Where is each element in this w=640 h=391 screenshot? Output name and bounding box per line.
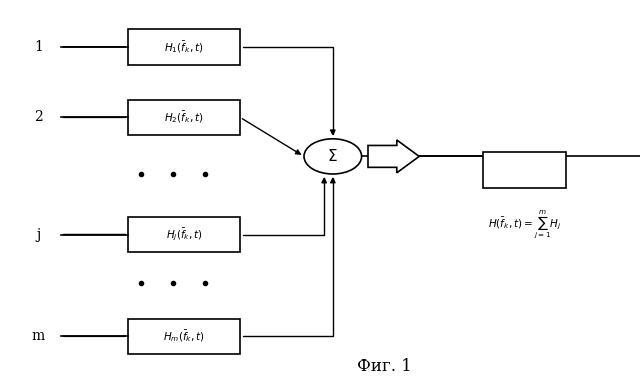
Text: $H_2(\bar{f}_k, t)$: $H_2(\bar{f}_k, t)$ [164, 109, 204, 125]
Text: $H_j(\bar{f}_k, t)$: $H_j(\bar{f}_k, t)$ [166, 226, 202, 243]
FancyBboxPatch shape [128, 29, 240, 65]
Text: $\Sigma$: $\Sigma$ [328, 149, 338, 164]
Text: j: j [36, 228, 40, 242]
Text: m: m [32, 329, 45, 343]
Circle shape [304, 139, 362, 174]
FancyBboxPatch shape [128, 217, 240, 252]
FancyBboxPatch shape [128, 319, 240, 354]
Text: $H_m(\bar{f}_k, t)$: $H_m(\bar{f}_k, t)$ [163, 328, 205, 344]
Text: 1: 1 [34, 40, 43, 54]
FancyBboxPatch shape [128, 100, 240, 135]
Text: 2: 2 [34, 110, 43, 124]
FancyBboxPatch shape [483, 152, 566, 188]
Text: $H(\bar{f}_k, t) = \sum_{j=1}^{m} H_j$: $H(\bar{f}_k, t) = \sum_{j=1}^{m} H_j$ [488, 209, 562, 242]
Polygon shape [368, 140, 419, 173]
Text: $H_1(\bar{f}_k, t)$: $H_1(\bar{f}_k, t)$ [164, 39, 204, 55]
Text: Фиг. 1: Фиг. 1 [356, 359, 412, 375]
